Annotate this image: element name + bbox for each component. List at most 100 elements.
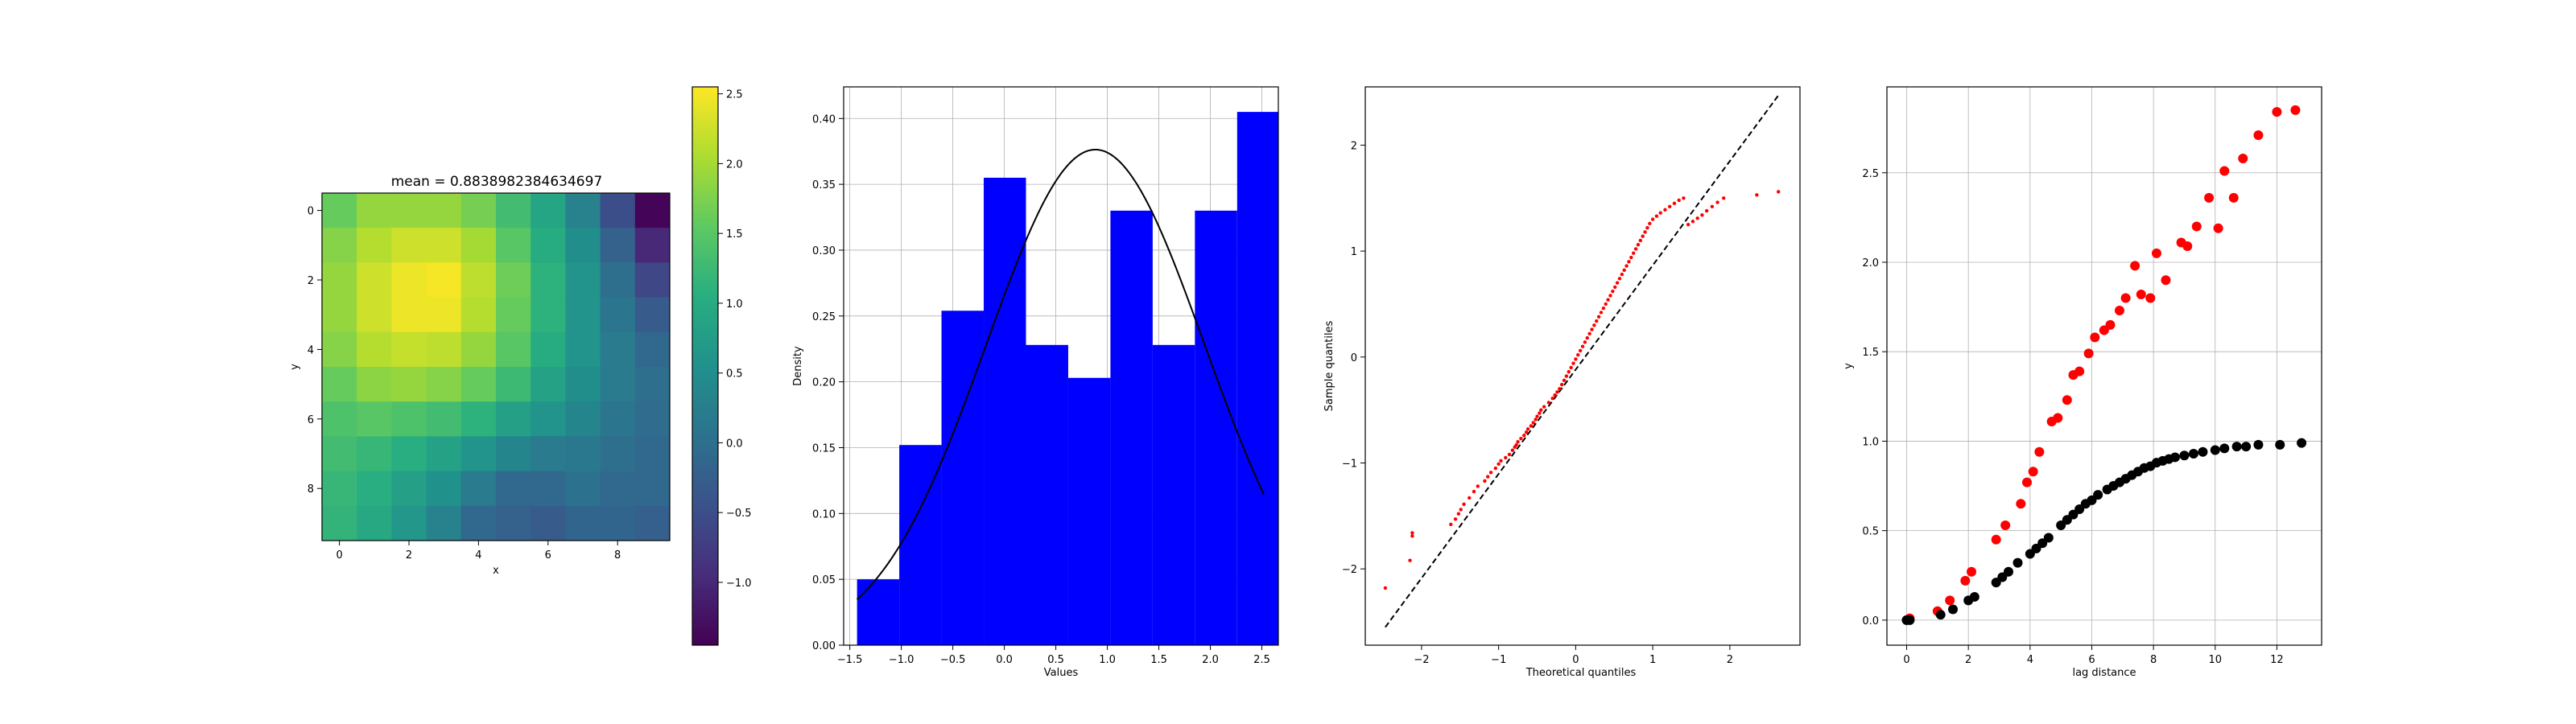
variogram-point [2043,533,2054,543]
heatmap-cell [565,367,601,402]
qq-point [1631,251,1636,255]
qq-point [1519,437,1523,441]
variogram-point [2275,439,2285,450]
qq-point [1524,430,1529,434]
heatmap-cell [530,436,566,472]
qq-point [1516,439,1520,444]
variogram-point [2114,306,2124,316]
heatmap-cell [357,471,392,507]
heatmap-cell [600,228,636,263]
colorbar-tick-label: −1.0 [726,578,752,590]
qq-point [1704,208,1709,213]
variogram-point [2034,446,2045,457]
qq-point [1663,208,1667,212]
heatmap-cell [496,297,531,333]
variogram-point [1948,604,1959,615]
heatmap-cell [426,505,462,541]
heatmap-cell [565,228,601,263]
qq-point [1622,268,1626,273]
variogram-point [1905,615,1915,625]
heatmap-cell [357,367,392,402]
heatmap-cell [634,401,671,437]
heatmap-cell [565,471,601,507]
qq-point [1596,315,1601,319]
qq-point [1514,442,1518,447]
qq-point [1615,281,1620,285]
qq-point [1606,298,1610,302]
heatmap-title: mean = 0.8838982384634697 [391,174,603,190]
histogram-y-tick-label: 0.10 [812,508,836,520]
heatmap-cell [357,297,392,333]
heatmap-cell [322,367,357,402]
heatmap-cell [460,228,497,263]
qq-point [1542,405,1546,409]
heatmap-panel: mean = 0.8838982384634697 0 2 4 6 8 0 2 4 6 8 x y [289,174,671,577]
variogram-point [2053,413,2063,423]
heatmap-cell [530,367,566,402]
qq-y-tick-label: −1 [1342,458,1357,470]
qq-y-tick-label: −2 [1342,564,1357,576]
variogram-point [2231,442,2242,452]
heatmap-cell [357,262,392,298]
variogram-point [2161,275,2171,286]
heatmap-cell [391,297,427,333]
variogram-point [1967,566,1977,577]
heatmap-cell [565,193,601,228]
heatmap-cell [322,505,357,541]
heatmap-cell [496,193,531,228]
heatmap-y-tick-label: 4 [308,344,314,356]
variogram-point [2028,467,2038,477]
heatmap-cell [357,193,392,228]
qq-point [1472,489,1476,494]
qq-point [1715,200,1719,204]
histogram-y-tick-label: 0.40 [812,113,836,125]
variogram-point [2272,107,2282,117]
histogram-x-tick-label: 1.5 [1150,654,1167,666]
heatmap-cell [426,262,462,298]
heatmap-cell [496,367,531,402]
variogram-point [2016,499,2026,509]
heatmap-cell [391,471,427,507]
heatmap-cell [496,401,531,437]
colorbar: 2.5 2.0 1.5 1.0 0.5 0.0 −0.5 −1.0 [691,86,752,646]
qq-point [1459,508,1463,512]
heatmap-cell [322,401,357,437]
heatmap-cell [322,228,357,263]
qq-point [1534,418,1538,422]
qq-point [1617,277,1622,281]
heatmap-cell [634,228,671,263]
heatmap-cell [460,262,497,298]
variogram-point [2228,192,2239,203]
heatmap-cell [391,505,427,541]
heatmap-cell [391,262,427,298]
qq-point [1578,348,1583,353]
heatmap-cell [460,367,497,402]
histogram-y-tick-label: 0.25 [812,311,836,323]
qq-point [1667,204,1672,209]
histogram-y-tick-label: 0.30 [812,245,836,257]
variogram-point [2062,395,2072,405]
qq-point [1592,323,1596,327]
histogram-x-tick-label: −0.5 [940,654,966,666]
variogram-point [1960,575,1971,586]
variogram-point [2021,477,2032,487]
heatmap-cell [600,367,636,402]
qq-point [1496,462,1501,467]
histogram-y-tick-label: 0.05 [812,574,836,586]
qq-point [1558,387,1562,391]
heatmap-cell [426,436,462,472]
heatmap-cell [391,228,427,263]
heatmap-cells [322,193,671,541]
qq-point [1580,344,1585,348]
variogram-frame [1886,86,2322,646]
heatmap-cell [357,228,392,263]
qq-point [1627,260,1631,264]
colorbar-tick-label: 1.0 [726,298,743,311]
heatmap-x-tick-label: 0 [336,549,342,562]
colorbar-tick-label: 0.0 [726,438,743,450]
histogram-bar [1152,344,1195,645]
variogram-x-tick-label: 12 [2270,654,2284,666]
heatmap-cell [634,471,671,507]
qq-point [1599,311,1604,315]
